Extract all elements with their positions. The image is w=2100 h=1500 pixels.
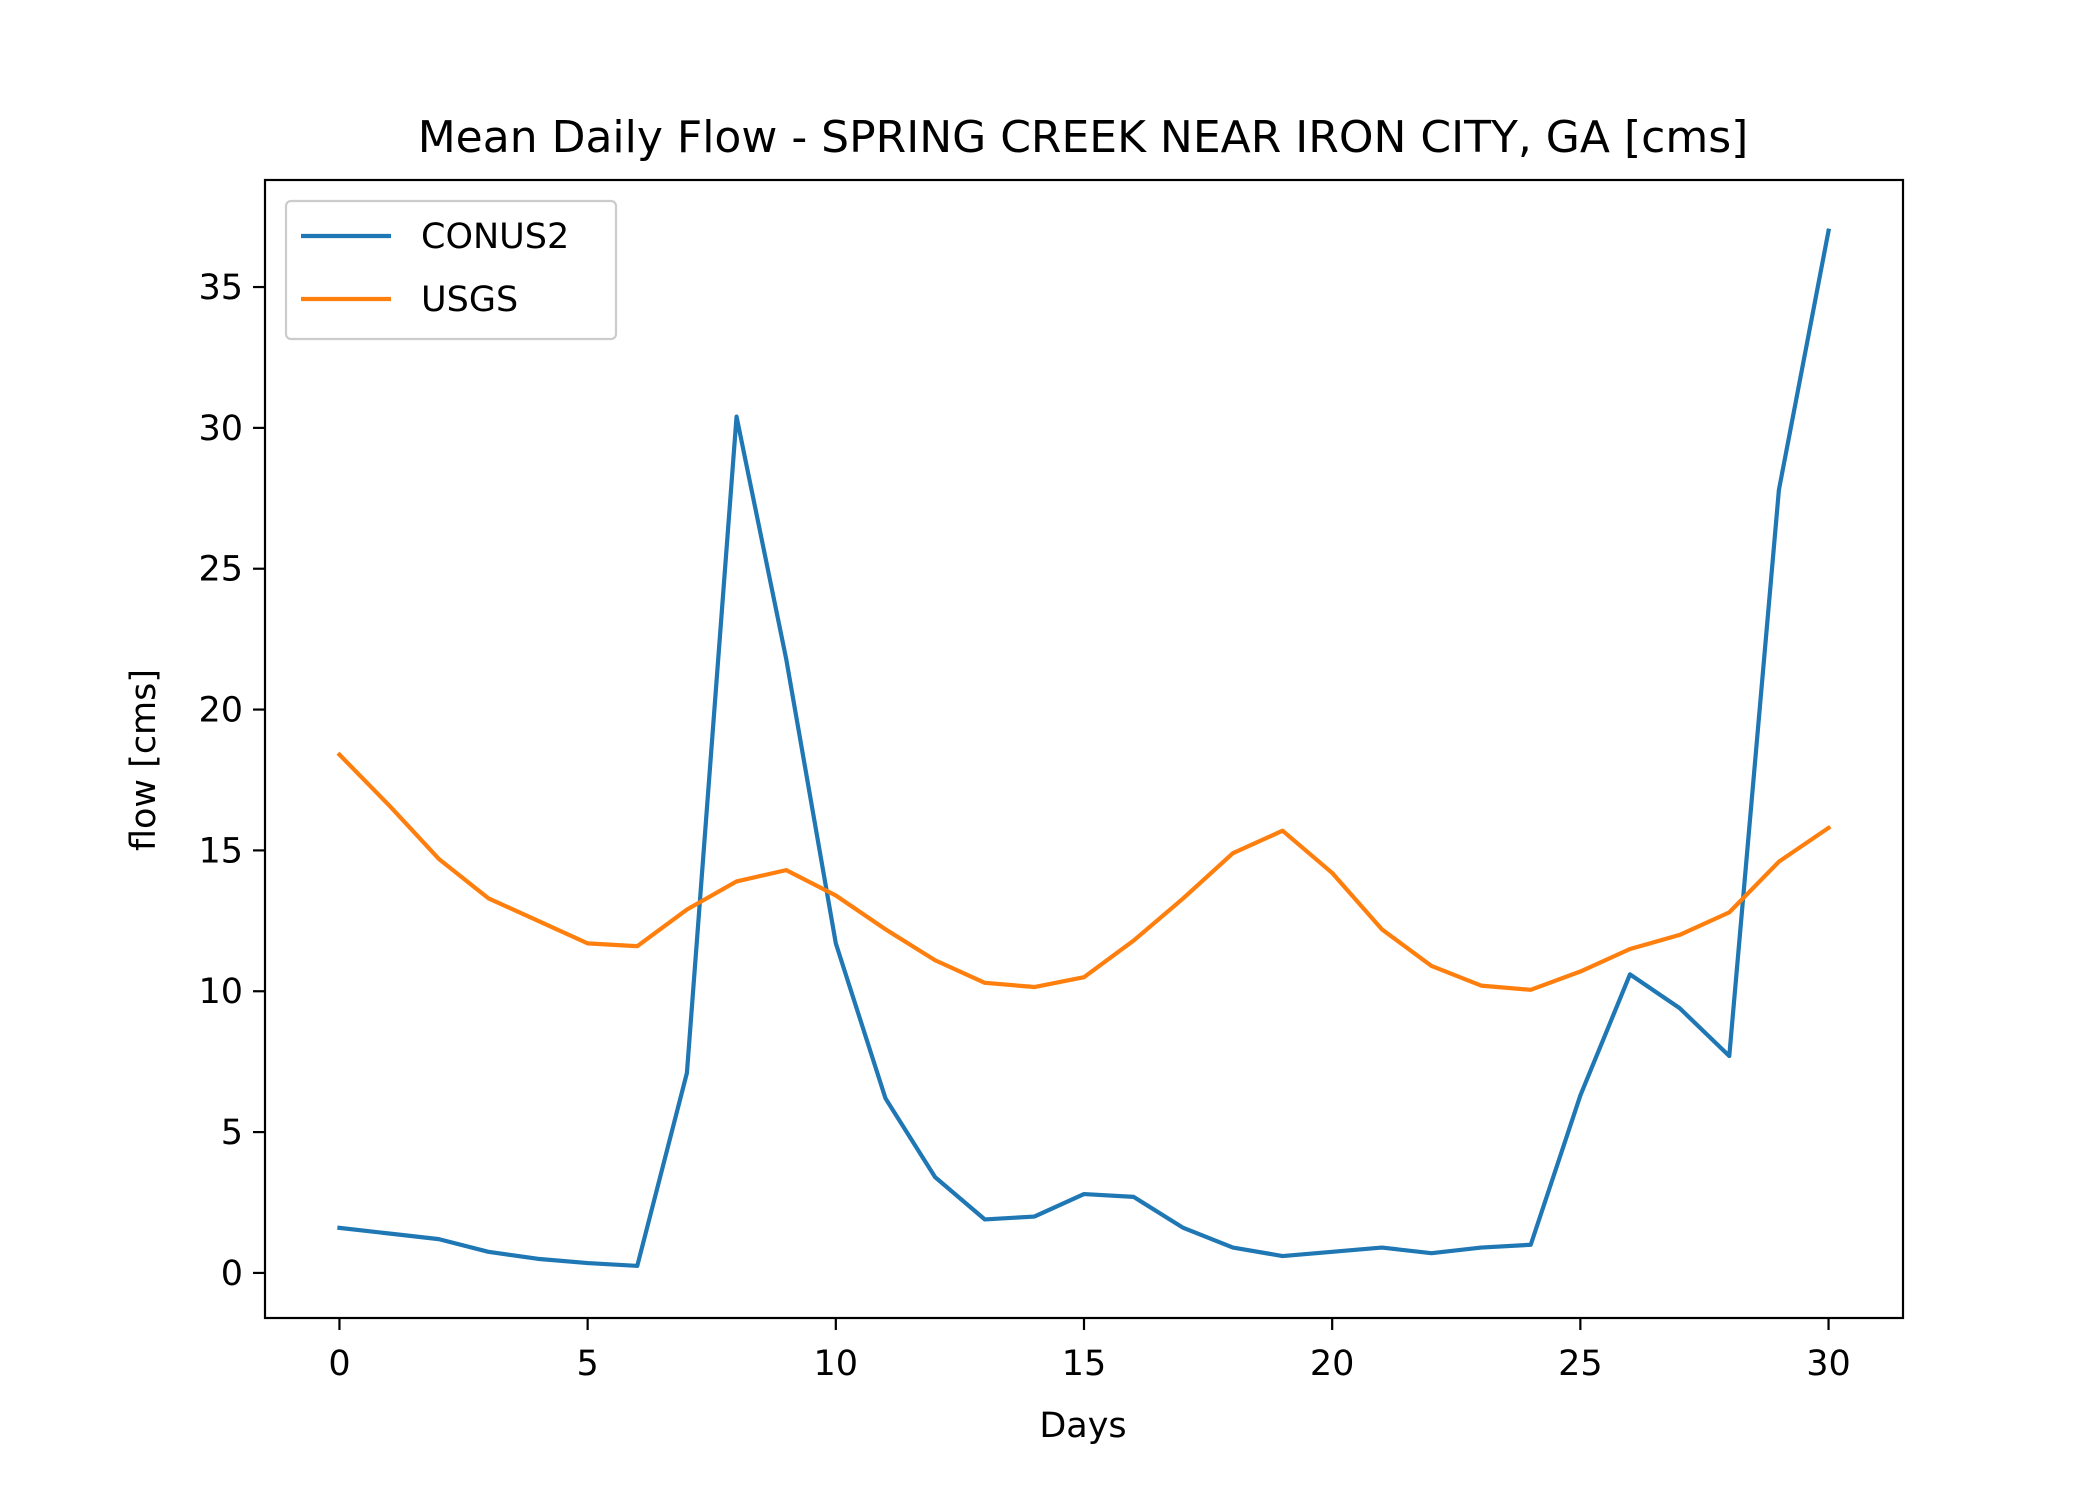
y-tick-label: 5 <box>221 1113 243 1153</box>
y-tick-label: 25 <box>198 550 243 590</box>
x-tick-label: 25 <box>1558 1344 1603 1384</box>
y-tick-label: 15 <box>198 831 243 871</box>
plot-area: 0 5 10 15 20 25 30 0 5 10 15 20 25 30 35 CONUS2 USGS <box>198 178 1905 1384</box>
y-tick-label: 30 <box>198 409 243 449</box>
y-tick-label: 20 <box>198 691 243 731</box>
chart-title: Mean Daily Flow - SPRING CREEK NEAR IRON… <box>418 112 1749 163</box>
series-line-usgs <box>336 751 1832 992</box>
y-tick-label: 10 <box>198 972 243 1012</box>
x-tick-label: 20 <box>1310 1344 1355 1384</box>
x-tick-label: 30 <box>1806 1344 1851 1384</box>
x-tick-label: 15 <box>1062 1344 1107 1384</box>
y-tick-label: 35 <box>198 268 243 308</box>
legend-label-usgs: USGS <box>421 280 518 320</box>
series-line-conus2 <box>337 228 1832 1268</box>
x-tick-label: 10 <box>814 1344 859 1384</box>
x-axis-label: Days <box>1039 1406 1126 1446</box>
x-tick-label: 5 <box>576 1344 598 1384</box>
legend-label-conus2: CONUS2 <box>421 217 569 257</box>
y-tick-label: 0 <box>221 1254 243 1294</box>
x-tick-label: 0 <box>328 1344 350 1384</box>
y-axis-label: flow [cms] <box>124 669 164 851</box>
